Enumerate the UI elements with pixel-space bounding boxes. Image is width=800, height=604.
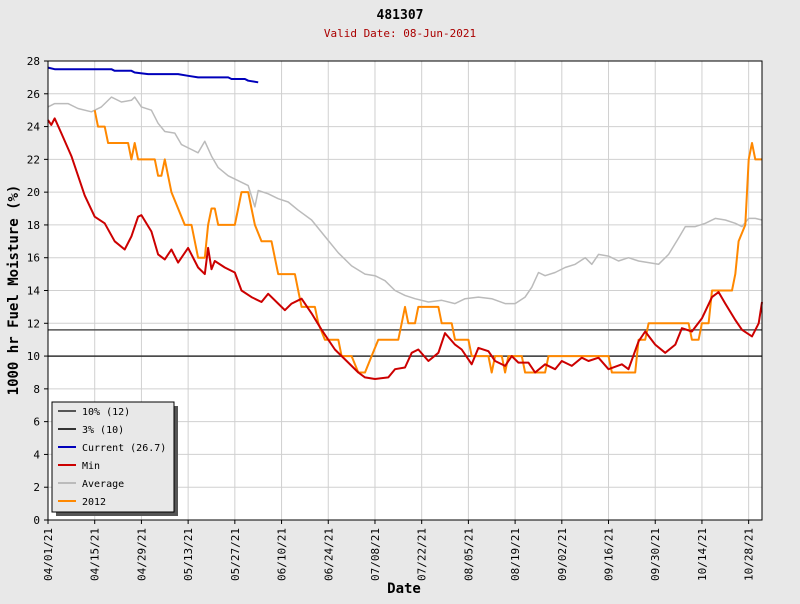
x-tick-label: 07/08/21 [369,528,382,581]
x-tick-label: 07/22/21 [416,528,429,581]
series-lines [47,66,763,380]
x-tick-label: 04/01/21 [42,528,55,581]
legend-label: 3% (10) [82,425,124,436]
y-tick-label: 14 [27,285,41,298]
x-tick-label: 06/24/21 [322,528,335,581]
legend-label: Average [82,479,124,490]
x-tick-label: 06/10/21 [276,528,289,581]
x-tick-label: 04/15/21 [89,528,102,581]
y-tick-label: 24 [27,121,41,134]
x-tick-label: 09/30/21 [649,528,662,581]
x-tick-label: 08/05/21 [462,528,475,581]
y-tick-label: 8 [33,383,40,396]
reference-lines [48,329,762,357]
y-tick-label: 2 [33,481,40,494]
x-tick-label: 09/16/21 [603,528,616,581]
x-tick-label: 10/28/21 [743,528,756,581]
y-tick-label: 28 [27,55,40,68]
series-line [93,110,762,374]
y-tick-label: 18 [27,219,40,232]
legend-label: 2012 [82,497,106,508]
y-axis-label: 1000 hr Fuel Moisture (%) [6,185,22,396]
y-tick-label: 22 [27,153,40,166]
x-tick-label: 08/19/21 [509,528,522,581]
chart-title: 481307 [377,8,424,23]
y-tick-label: 6 [33,416,40,429]
legend-label: Min [82,461,100,472]
y-tick-label: 4 [33,448,40,461]
x-tick-label: 05/13/21 [182,528,195,581]
y-tick-label: 20 [27,186,40,199]
y-tick-label: 26 [27,88,40,101]
series-line [47,117,763,380]
y-tick-label: 10 [27,350,40,363]
legend: 10% (12) 3% (10) Current (26.7) Min Average 2… [51,401,178,516]
x-axis-ticks: 04/01/21 04/15/21 04/29/21 05/13/21 05/27/21… [42,520,756,581]
x-tick-label: 05/27/21 [229,528,242,581]
series-line [47,66,259,84]
x-tick-label: 04/29/21 [135,528,148,581]
x-tick-label: 09/02/21 [556,528,569,581]
series-line [47,96,763,305]
x-tick-label: 10/14/21 [696,528,709,581]
legend-label: Current (26.7) [82,443,166,454]
legend-box [51,401,175,513]
y-tick-label: 16 [27,252,40,265]
y-tick-label: 0 [33,514,40,527]
x-axis-label: Date [387,581,421,597]
chart-subtitle: Valid Date: 08-Jun-2021 [324,27,476,40]
legend-label: 10% (12) [82,407,130,418]
y-tick-label: 12 [27,317,40,330]
